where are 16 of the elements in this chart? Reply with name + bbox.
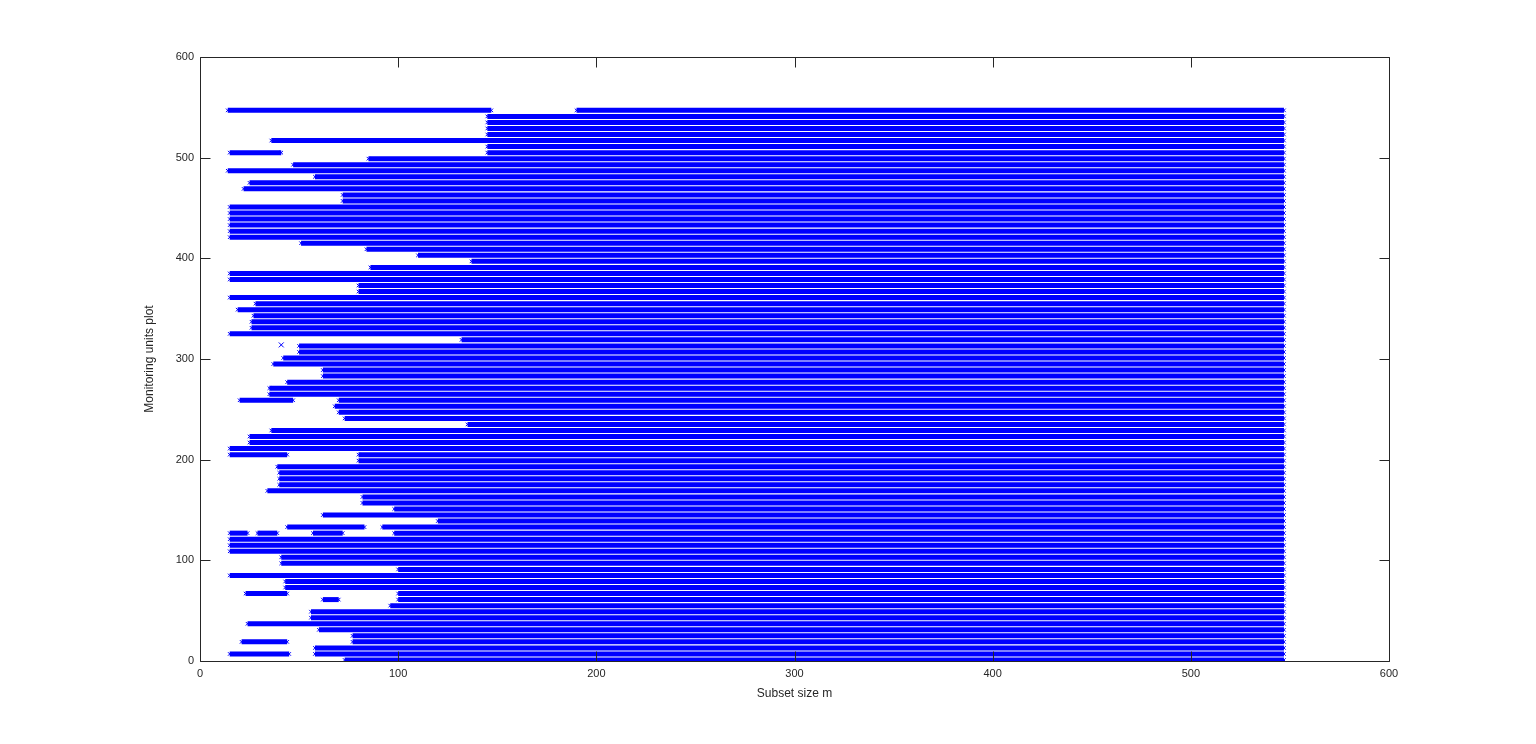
y-tick-label: 500: [175, 150, 194, 163]
x-tick-label: 0: [196, 666, 204, 679]
x-tick-label: 100: [388, 666, 408, 679]
x-tick-label: 500: [1181, 666, 1201, 679]
y-tick-label: 200: [175, 452, 194, 465]
x-tick-label: 200: [587, 666, 606, 679]
y-tick-label: 300: [175, 352, 194, 365]
y-tick-label: 100: [175, 553, 194, 566]
y-tick-label: 400: [175, 251, 194, 264]
y-axis-title: Monitoring units plot: [141, 304, 156, 413]
y-tick-label: 600: [175, 50, 194, 63]
x-tick-label: 300: [785, 666, 804, 679]
x-axis-title: Subset size m: [756, 686, 833, 701]
x-tick-label: 600: [1379, 666, 1399, 679]
y-tick-label: 0: [187, 654, 194, 667]
x-tick-label: 400: [983, 666, 1002, 679]
